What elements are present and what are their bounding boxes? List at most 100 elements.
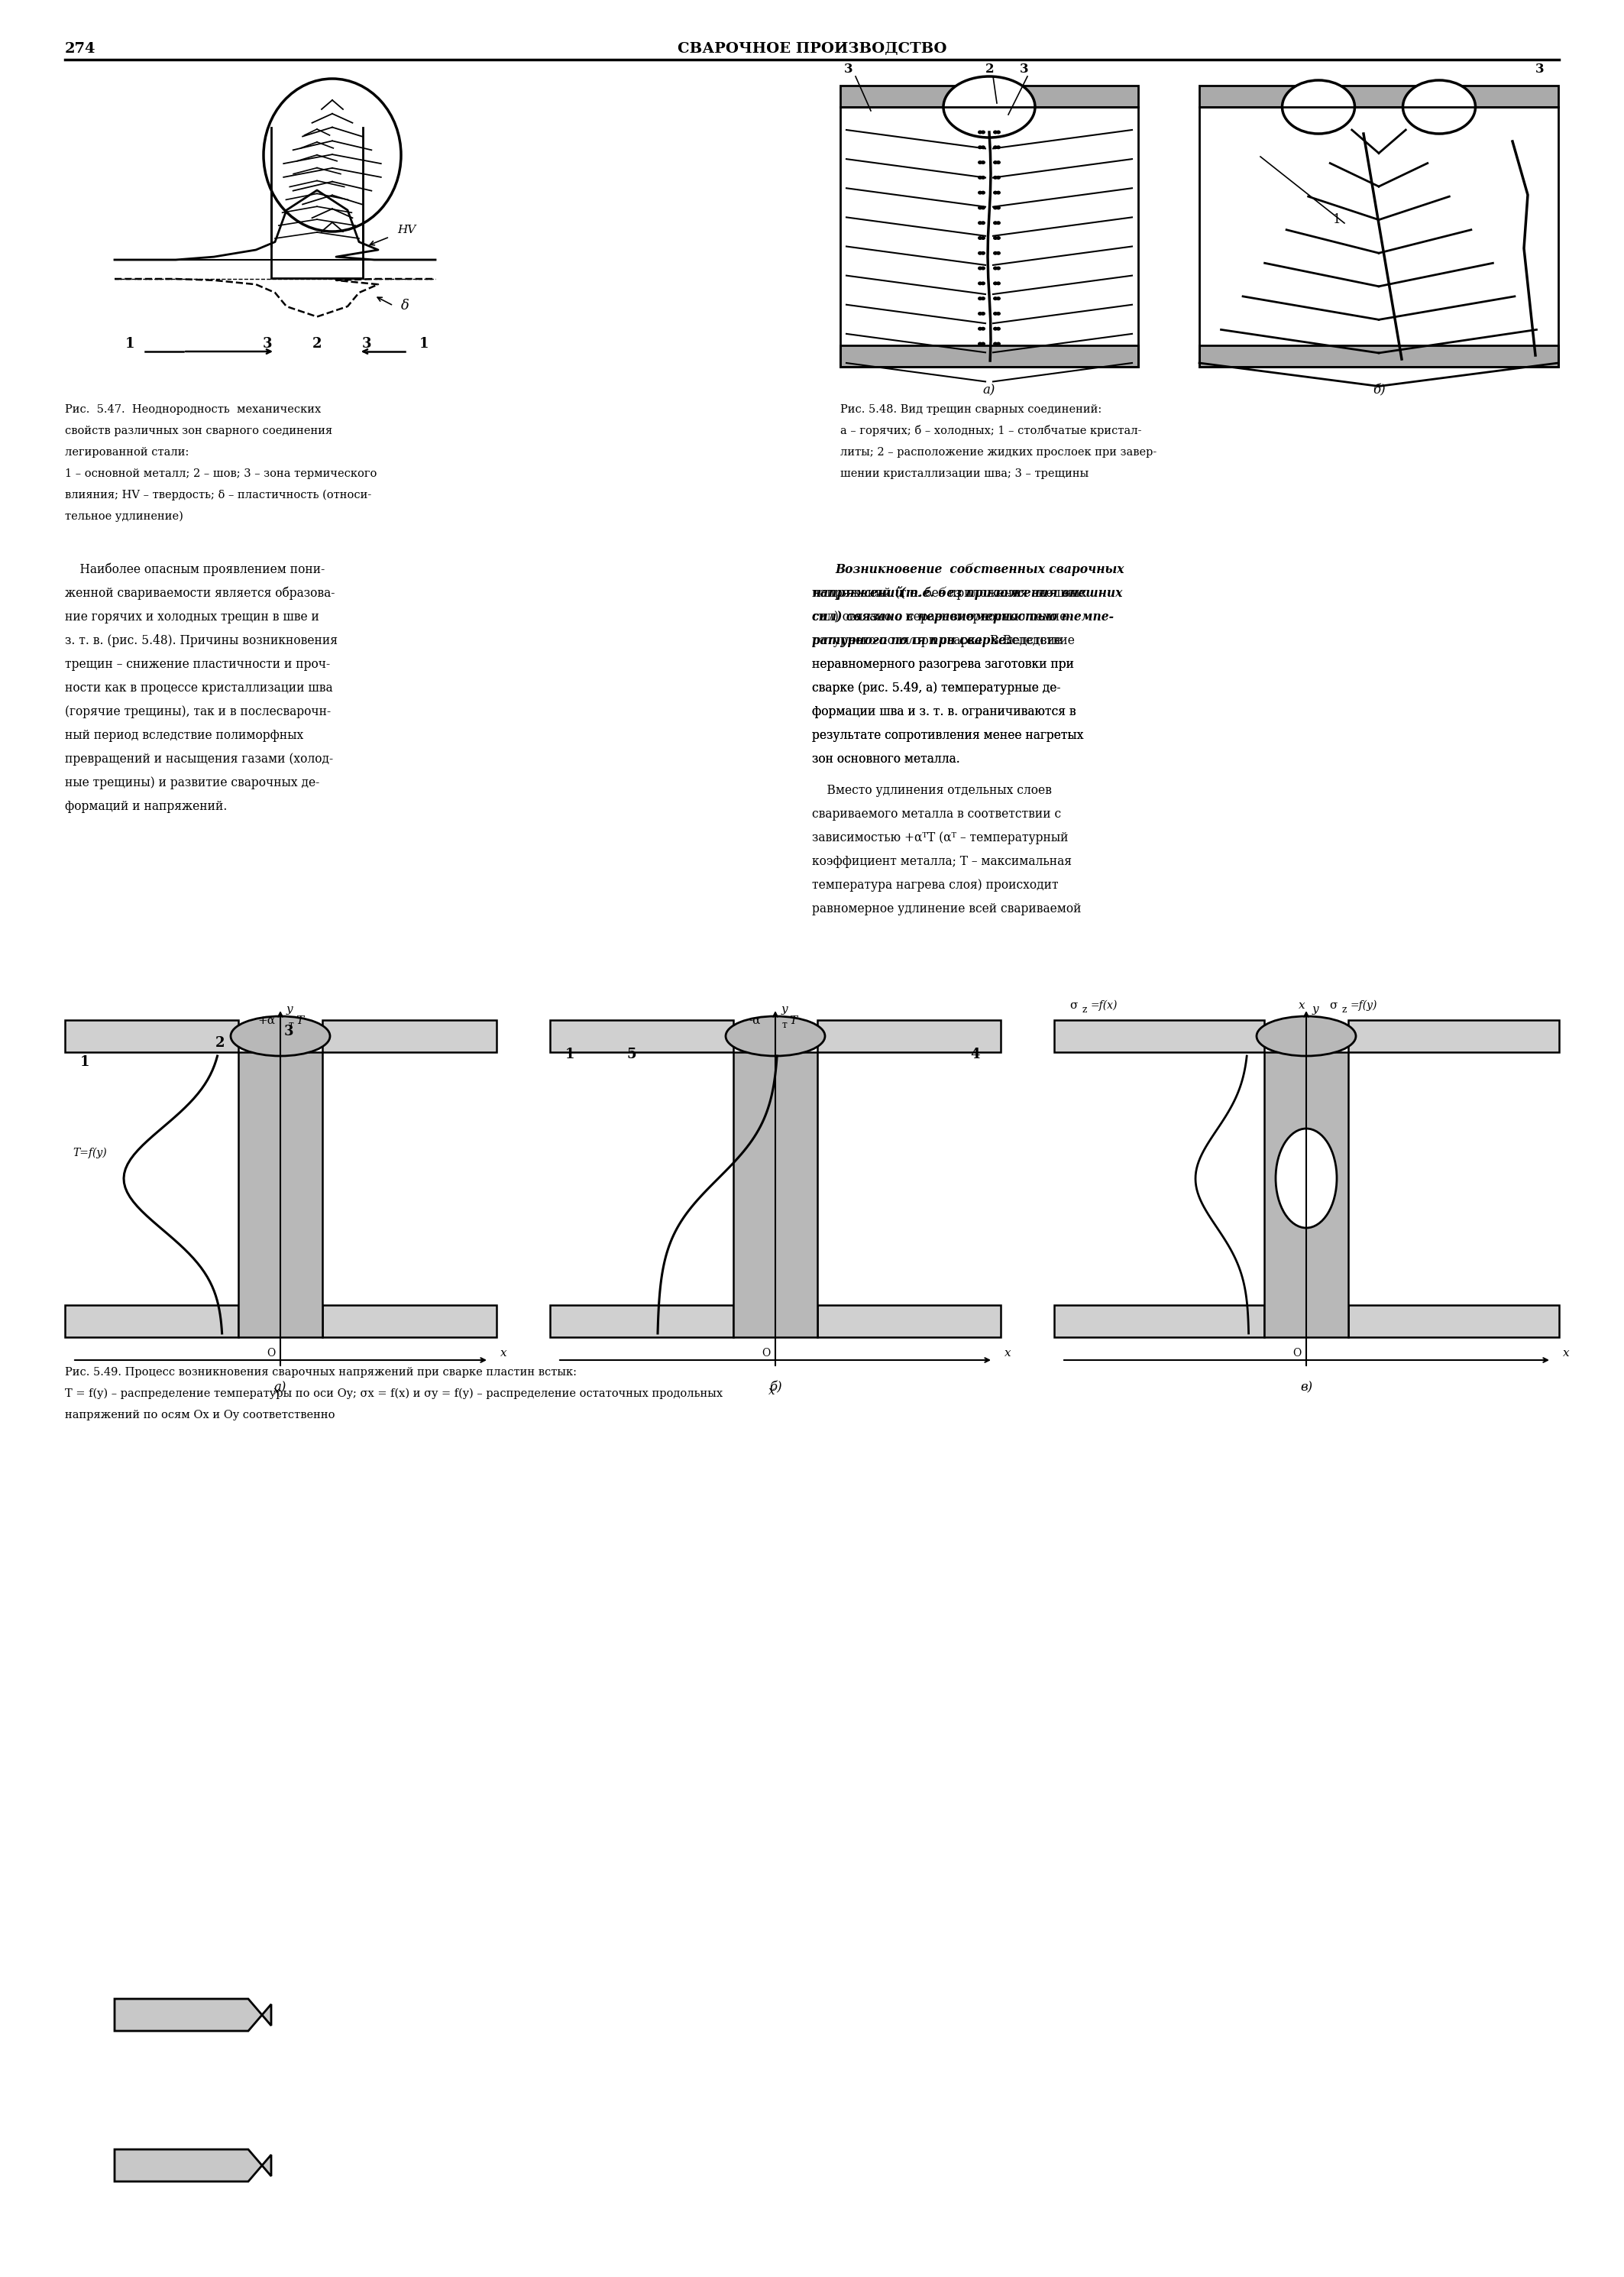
Text: собственных сварочных: собственных сварочных	[945, 562, 1124, 576]
Text: 5: 5	[627, 1047, 637, 1061]
Bar	[271, 159, 362, 278]
Text: формации шва и з. т. в. ограничиваются в: формации шва и з. т. в. ограничиваются в	[812, 706, 1077, 717]
Bar	[817, 1305, 1000, 1337]
Text: а – горячих; б – холодных; 1 – столбчатые кристал-: а – горячих; б – холодных; 1 – столбчаты…	[840, 426, 1142, 437]
Text: Рис. 5.49. Процесс возникновения сварочных напряжений при сварке пластин встык:: Рис. 5.49. Процесс возникновения сварочн…	[65, 1366, 577, 1378]
Ellipse shape	[996, 282, 1000, 285]
Ellipse shape	[978, 159, 983, 164]
Bar	[551, 1020, 734, 1052]
Ellipse shape	[981, 146, 986, 150]
Text: T = f(y) – распределение температуры по оси Oy; σx = f(x) и σy = f(y) – распреде: T = f(y) – распределение температуры по …	[65, 1389, 723, 1398]
Text: ние горячих и холодных трещин в шве и: ние горячих и холодных трещин в шве и	[65, 610, 320, 624]
Bar	[551, 1305, 734, 1337]
Text: сил) связано с неравномерностью темпе-: сил) связано с неравномерностью темпе-	[812, 610, 1114, 624]
Ellipse shape	[981, 266, 986, 271]
Ellipse shape	[981, 237, 986, 239]
Ellipse shape	[992, 282, 997, 285]
Ellipse shape	[996, 266, 1000, 271]
Bar	[1199, 107, 1559, 367]
Ellipse shape	[996, 221, 1000, 225]
Text: Рис. 5.48. Вид трещин сварных соединений:: Рис. 5.48. Вид трещин сварных соединений…	[840, 405, 1101, 414]
Text: б): б)	[1372, 383, 1385, 396]
Text: δ: δ	[401, 298, 409, 312]
Text: з. т. в. (рис. 5.48). Причины возникновения: з. т. в. (рис. 5.48). Причины возникнове…	[65, 635, 338, 647]
Ellipse shape	[231, 1016, 330, 1057]
Text: (т.е. без приложения внешних: (т.е. без приложения внешних	[896, 587, 1122, 599]
Ellipse shape	[981, 221, 986, 225]
Text: =f(y): =f(y)	[1351, 1000, 1377, 1011]
Ellipse shape	[992, 146, 997, 150]
Text: сварке (рис. 5.49, а) температурные де-: сварке (рис. 5.49, а) температурные де-	[812, 681, 1060, 694]
Ellipse shape	[992, 250, 997, 255]
Text: Вследствие: Вследствие	[999, 635, 1075, 647]
Polygon shape	[115, 1999, 271, 2031]
Text: x: x	[500, 1348, 507, 1359]
Ellipse shape	[996, 130, 1000, 134]
Text: тельное удлинение): тельное удлинение)	[65, 510, 184, 521]
Ellipse shape	[996, 191, 1000, 194]
Text: O: O	[266, 1348, 274, 1359]
Text: +α: +α	[258, 1016, 274, 1027]
Text: напряжений по осям Ox и Oy соответственно: напряжений по осям Ox и Oy соответственн…	[65, 1409, 335, 1421]
Ellipse shape	[992, 266, 997, 271]
Ellipse shape	[944, 77, 1034, 137]
Text: 1: 1	[125, 337, 135, 351]
Ellipse shape	[1283, 80, 1354, 134]
Text: 4: 4	[970, 1047, 979, 1061]
Text: б): б)	[770, 1380, 781, 1394]
Text: 3: 3	[1020, 64, 1028, 75]
Bar	[1054, 1305, 1263, 1337]
Ellipse shape	[978, 342, 983, 346]
Ellipse shape	[996, 296, 1000, 301]
Ellipse shape	[978, 191, 983, 194]
Text: z: z	[1341, 1004, 1346, 1016]
Text: (горячие трещины), так и в послесварочн-: (горячие трещины), так и в послесварочн-	[65, 706, 331, 717]
Text: трещин – снижение пластичности и проч-: трещин – снижение пластичности и проч-	[65, 658, 330, 672]
Text: y: y	[286, 1004, 292, 1016]
Text: T=f(y): T=f(y)	[73, 1148, 107, 1159]
Ellipse shape	[978, 328, 983, 330]
Text: z: z	[1083, 1004, 1088, 1016]
Ellipse shape	[992, 312, 997, 317]
Text: x: x	[1562, 1348, 1569, 1359]
Text: влияния; HV – твердость; δ – пластичность (относи-: влияния; HV – твердость; δ – пластичност…	[65, 490, 372, 501]
Text: Рис.  5.47.  Неоднородность  механических: Рис. 5.47. Неоднородность механических	[65, 405, 322, 414]
Ellipse shape	[981, 312, 986, 317]
Text: 2: 2	[986, 64, 994, 75]
Text: температура нагрева слоя) происходит: температура нагрева слоя) происходит	[812, 879, 1059, 893]
Ellipse shape	[978, 205, 983, 209]
Text: равномерное удлинение всей свариваемой: равномерное удлинение всей свариваемой	[812, 902, 1082, 915]
Ellipse shape	[978, 296, 983, 301]
Text: σ: σ	[1328, 1000, 1337, 1011]
Ellipse shape	[978, 146, 983, 150]
Bar	[65, 1305, 239, 1337]
Text: свариваемого металла в соответствии с: свариваемого металла в соответствии с	[812, 808, 1060, 820]
Text: 1: 1	[1333, 214, 1341, 225]
Text: O: O	[762, 1348, 770, 1359]
Text: 1 – основной металл; 2 – шов; 3 – зона термического: 1 – основной металл; 2 – шов; 3 – зона т…	[65, 469, 377, 478]
Ellipse shape	[1276, 1129, 1337, 1227]
Bar	[1348, 1305, 1559, 1337]
Text: результате сопротивления менее нагретых: результате сопротивления менее нагретых	[812, 729, 1083, 742]
Text: x: x	[273, 1387, 279, 1396]
Text: 2: 2	[312, 337, 322, 351]
Text: 1: 1	[80, 1054, 89, 1068]
Bar	[734, 1052, 817, 1337]
Bar	[322, 1305, 497, 1337]
Bar	[1348, 1020, 1559, 1052]
Ellipse shape	[996, 159, 1000, 164]
Ellipse shape	[996, 342, 1000, 346]
Text: ные трещины) и развитие сварочных де-: ные трещины) и развитие сварочных де-	[65, 776, 320, 790]
Text: -α: -α	[749, 1016, 760, 1027]
Ellipse shape	[981, 328, 986, 330]
Ellipse shape	[992, 328, 997, 330]
Text: T: T	[296, 1016, 304, 1027]
Bar	[1199, 87, 1559, 107]
Ellipse shape	[981, 175, 986, 180]
Text: напряжений: напряжений	[812, 585, 903, 599]
Bar	[322, 1020, 497, 1052]
Text: формации шва и з. т. в. ограничиваются в: формации шва и з. т. в. ограничиваются в	[812, 706, 1077, 717]
Text: а): а)	[983, 383, 996, 396]
Ellipse shape	[978, 221, 983, 225]
Text: y: y	[781, 1004, 788, 1016]
